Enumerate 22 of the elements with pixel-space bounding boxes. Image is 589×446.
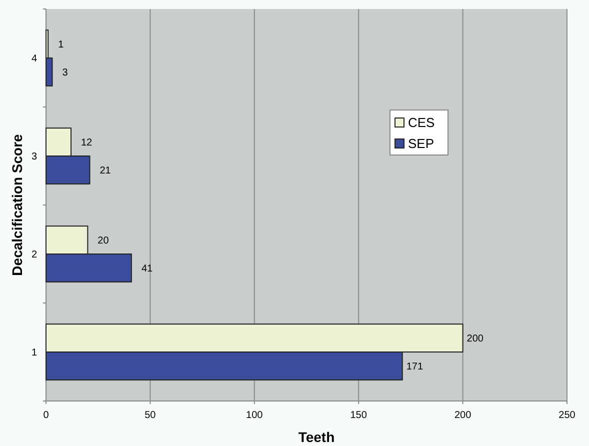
y-axis-title: Decalcification Score [9, 134, 25, 276]
data-label: 1 [58, 40, 64, 51]
y-tick-label: 3 [31, 152, 38, 162]
data-label: 200 [466, 334, 484, 345]
data-label: 21 [100, 165, 112, 176]
data-label: 41 [141, 263, 154, 274]
y-tick-label: 4 [31, 54, 38, 64]
x-tick-label: 50 [144, 410, 156, 421]
y-tick-label: 1 [31, 348, 38, 358]
data-label: 3 [62, 67, 68, 78]
x-tick-label: 150 [350, 410, 368, 421]
data-label: 12 [81, 138, 93, 149]
x-tick-label: 100 [246, 410, 264, 421]
data-label: 20 [98, 236, 110, 247]
x-axis-title: Teeth [298, 429, 335, 445]
x-tick-label: 200 [454, 410, 472, 421]
x-tick-label: 250 [558, 410, 576, 421]
legend-label: CES [408, 115, 436, 130]
legend-label: SEP [408, 136, 434, 152]
x-tick-label: 0 [43, 410, 50, 421]
data-label: 171 [406, 361, 424, 372]
y-tick-label: 2 [31, 250, 38, 260]
